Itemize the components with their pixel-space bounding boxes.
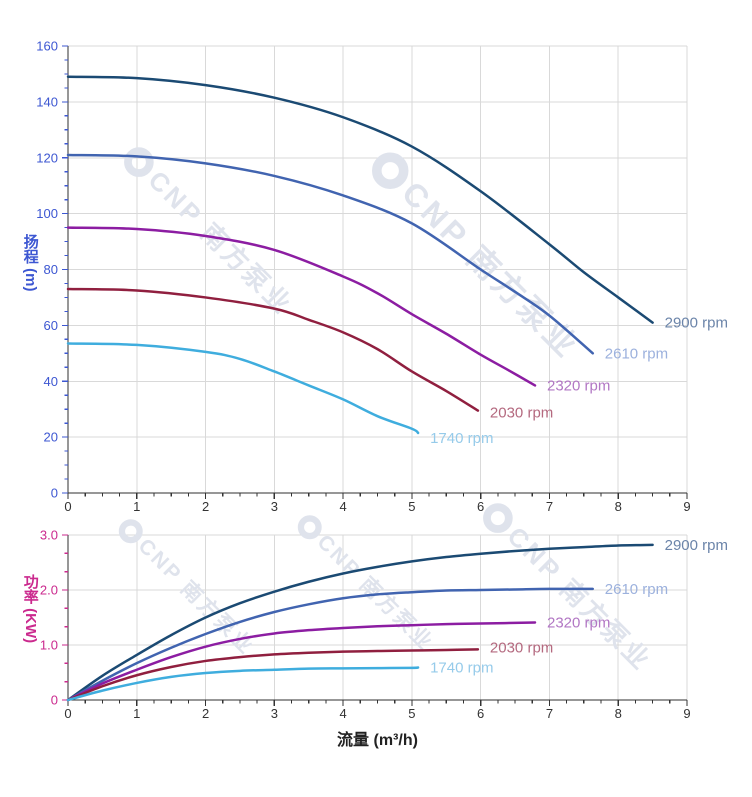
x-tick-label: 8: [615, 499, 622, 514]
y-tick-label: 140: [36, 94, 58, 109]
x-tick-label: 4: [339, 499, 346, 514]
y-tick-label: 2.0: [40, 583, 58, 598]
x-tick-label: 4: [339, 706, 346, 721]
cnp-logo-icon: [372, 152, 409, 189]
curve-label-2320-rpm: 2320 rpm: [547, 377, 610, 394]
x-tick-label: 5: [408, 706, 415, 721]
y-tick-label: 40: [44, 374, 58, 389]
curve-2610-rpm: [66, 153, 595, 355]
y-tick-label: 0: [51, 486, 58, 501]
x-tick-label: 7: [546, 499, 553, 514]
x-tick-label: 5: [408, 499, 415, 514]
curve-1740-rpm: [66, 342, 420, 435]
curve-1740-rpm: [66, 666, 420, 702]
y-tick-label: 0: [51, 693, 58, 708]
y-tick-label: 120: [36, 150, 58, 165]
x-tick-label: 0: [64, 499, 71, 514]
cnp-logo-icon: [124, 147, 154, 177]
curve-2030-rpm: [66, 648, 480, 702]
x-tick-label: 7: [546, 706, 553, 721]
x-tick-label: 6: [477, 499, 484, 514]
watermark-text: CNP 南方泵业: [395, 174, 586, 365]
curve-label-2030-rpm: 2030 rpm: [490, 639, 553, 656]
y-tick-label: 60: [44, 318, 58, 333]
watermark: CNP 南方泵业: [118, 519, 260, 660]
watermark: CNP 南方泵业: [297, 515, 438, 656]
x-tick-label: 9: [683, 706, 690, 721]
power-axis-title: 功率 (KW): [21, 574, 39, 644]
watermark: CNP 南方泵业: [372, 152, 586, 366]
x-tick-label: 0: [64, 706, 71, 721]
curve-2900-rpm: [66, 543, 654, 702]
x-tick-label: 3: [271, 499, 278, 514]
watermark: CNP 南方泵业: [124, 147, 299, 321]
watermark-text: CNP 南方泵业: [143, 165, 299, 321]
curve-label-1740-rpm: 1740 rpm: [430, 430, 493, 447]
curve-label-1740-rpm: 1740 rpm: [430, 660, 493, 677]
y-tick-label: 80: [44, 262, 58, 277]
cnp-logo-icon: [483, 503, 513, 533]
x-tick-label: 1: [133, 706, 140, 721]
head-flow-chart-grid: [68, 45, 688, 493]
x-tick-label: 2: [202, 706, 209, 721]
curve-label-2900-rpm: 2900 rpm: [665, 537, 728, 554]
x-tick-label: 1: [133, 499, 140, 514]
curve-2030-rpm: [66, 287, 480, 412]
watermark-text: CNP 南方泵业: [134, 534, 260, 660]
curve-label-2900-rpm: 2900 rpm: [665, 315, 728, 332]
x-tick-label: 3: [271, 706, 278, 721]
power-flow-chart: 0 1.0 2.0 3.0 0 1 2 3 4 5 6 7 8 9 2900 rpm 2610 rpm 2320…: [40, 528, 728, 722]
curve-2900-rpm: [66, 75, 654, 324]
curve-label-2320-rpm: 2320 rpm: [547, 614, 610, 631]
flow-axis-title: 流量 (m³/h): [337, 732, 418, 749]
x-tick-label: 8: [615, 706, 622, 721]
y-tick-label: 100: [36, 206, 58, 221]
x-tick-label: 9: [683, 499, 690, 514]
cnp-logo-icon: [297, 515, 322, 540]
curve-2320-rpm: [66, 226, 537, 387]
curve-2320-rpm: [66, 621, 537, 702]
curve-label-2610-rpm: 2610 rpm: [605, 581, 668, 598]
cnp-logo-icon: [118, 519, 143, 544]
curve-label-2610-rpm: 2610 rpm: [605, 345, 668, 362]
y-tick-label: 3.0: [40, 528, 58, 543]
x-tick-label: 6: [477, 706, 484, 721]
x-tick-label: 2: [202, 499, 209, 514]
curve-label-2030-rpm: 2030 rpm: [490, 405, 553, 422]
head-flow-chart: 0 20 40 60 80 100 120 140 160 0 1 2 3 4 5 6 7 8 9 2900 rpm 2…: [36, 39, 728, 515]
head-axis-title: 扬程 (m): [21, 234, 39, 292]
y-tick-label: 160: [36, 39, 58, 54]
y-tick-label: 1.0: [40, 638, 58, 653]
y-tick-label: 20: [44, 430, 58, 445]
curve-2610-rpm: [66, 587, 595, 702]
